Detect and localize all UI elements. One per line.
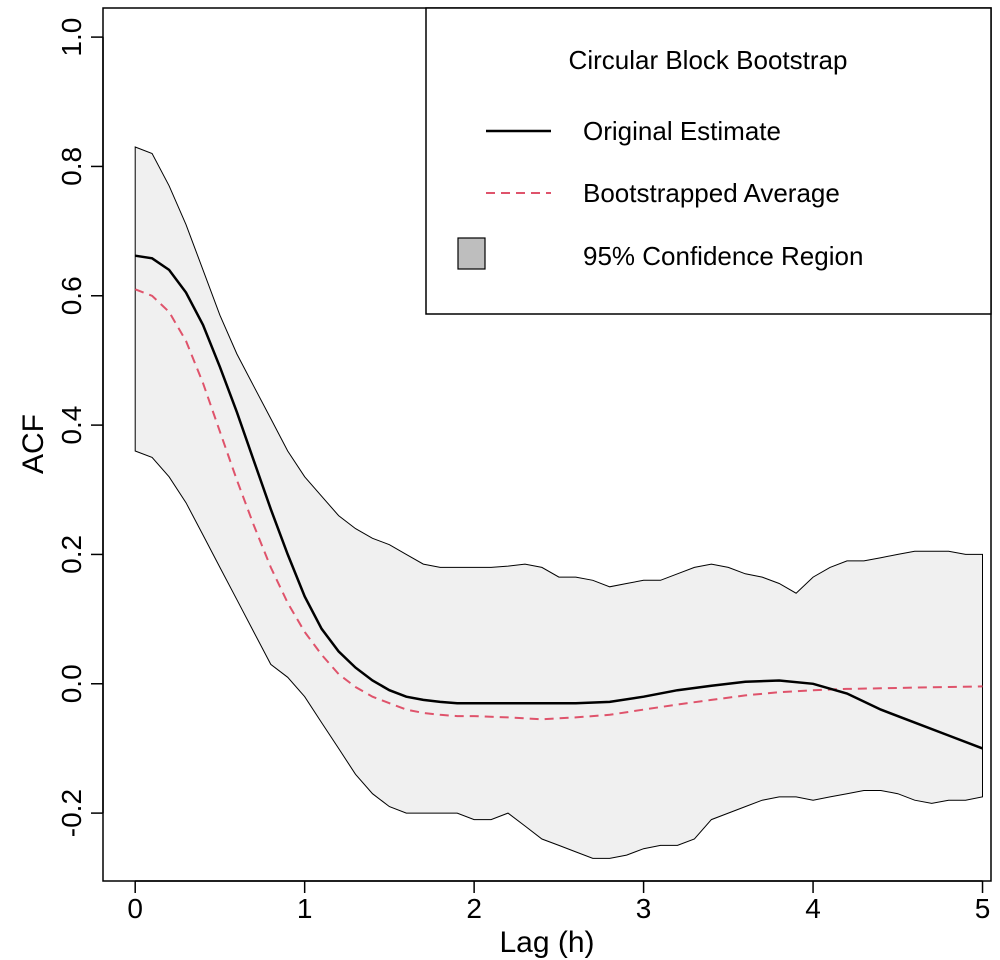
x-tick-label: 2 [466, 893, 482, 924]
y-tick-label: 0.8 [56, 147, 87, 186]
legend: Circular Block Bootstrap Original Estima… [425, 7, 992, 315]
y-tick-label: 0.0 [56, 664, 87, 703]
series-lines [134, 254, 983, 750]
x-tick-label: 5 [975, 893, 991, 924]
legend-box [425, 7, 992, 315]
x-axis-title: Lag (h) [499, 926, 594, 959]
legend-swatch-confidence [457, 237, 486, 270]
y-axis-title: ACF [17, 414, 50, 474]
x-tick-label: 3 [636, 893, 652, 924]
legend-label-bootstrap: Bootstrapped Average [583, 178, 840, 208]
y-tick-label: 0.2 [56, 535, 87, 574]
original-estimate-line [135, 254, 983, 750]
legend-label-confidence: 95% Confidence Region [583, 241, 863, 271]
y-tick-label: 1.0 [56, 18, 87, 57]
y-tick-label: 0.4 [56, 406, 87, 445]
x-tick-label: 1 [297, 893, 313, 924]
x-tick-label: 0 [127, 893, 143, 924]
x-tick-label: 4 [805, 893, 821, 924]
legend-label-original: Original Estimate [583, 116, 781, 146]
x-axis: 0 1 2 3 4 5 [127, 880, 991, 924]
bootstrapped-average-line [134, 288, 983, 721]
y-tick-label: -0.2 [56, 789, 87, 837]
y-tick-label: 0.6 [56, 276, 87, 315]
legend-title: Circular Block Bootstrap [569, 45, 848, 75]
y-axis: -0.2 0.0 0.2 0.4 0.6 0.8 1.0 [56, 18, 104, 837]
